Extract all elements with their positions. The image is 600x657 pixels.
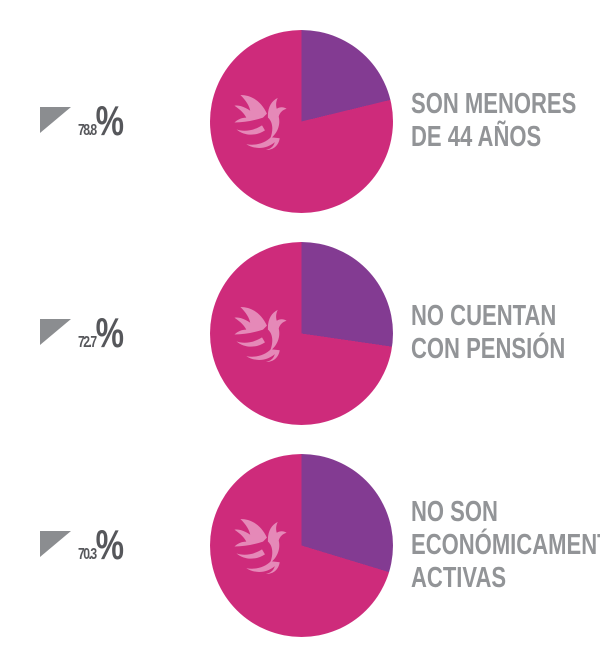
pie-chart-container (205, 453, 397, 637)
stat-label: NO CUENTAN CON PENSIÓN (397, 300, 600, 366)
stat-percentage-value: 70.3 (78, 546, 97, 563)
triangle-marker-icon (40, 531, 71, 557)
bird-phoenix-logo-icon (233, 517, 293, 574)
percent-sign: % (95, 97, 124, 144)
label-line: CON PENSIÓN (411, 333, 566, 365)
stat-label: NO SON ECONÓMICAMENTE ACTIVAS (397, 496, 600, 595)
label-line: NO CUENTAN (411, 300, 557, 332)
stat-row-sin-pension: 72.7% NO CUENTAN CON PENSIÓN (0, 227, 600, 439)
percent-sign: % (95, 521, 124, 568)
stat-label-text: NO CUENTAN CON PENSIÓN (411, 300, 565, 366)
stat-percentage-value: 78.8 (78, 122, 97, 139)
pie-chart-no-activas (209, 453, 393, 637)
stat-label: SON MENORES DE 44 AÑOS (397, 88, 600, 154)
pie-chart-container (205, 29, 397, 213)
stat-percentage: 78.8% (78, 100, 124, 142)
pie-chart-container (205, 241, 397, 425)
stat-percentage: 72.7% (78, 312, 124, 354)
triangle-marker-icon (40, 107, 71, 133)
bird-phoenix-logo-icon (233, 93, 293, 150)
triangle-marker-icon (40, 319, 71, 345)
stat-row-menores-44: 78.8% SON MENORES DE 44 AÑOS (0, 15, 600, 227)
stat-label-text: NO SON ECONÓMICAMENTE ACTIVAS (411, 496, 600, 595)
label-line: ECONÓMICAMENTE (411, 528, 600, 561)
bird-phoenix-logo-icon (233, 305, 293, 362)
stat-value-group: 72.7% (40, 312, 205, 354)
stat-value-group: 78.8% (40, 100, 205, 142)
label-line: ACTIVAS (411, 561, 507, 594)
stat-percentage-value: 72.7 (78, 334, 97, 351)
stat-row-no-activas: 70.3% NO SON ECONÓMICAMENTE ACTIVAS (0, 439, 600, 651)
stat-percentage: 70.3% (78, 524, 124, 566)
percent-sign: % (95, 309, 124, 356)
label-line: DE 44 AÑOS (411, 121, 542, 153)
stat-value-group: 70.3% (40, 524, 205, 566)
pie-chart-sin-pension (209, 241, 393, 425)
label-line: NO SON (411, 495, 498, 528)
stat-label-text: SON MENORES DE 44 AÑOS (411, 88, 576, 154)
label-line: SON MENORES (411, 88, 577, 120)
pie-chart-menores-44 (209, 29, 393, 213)
